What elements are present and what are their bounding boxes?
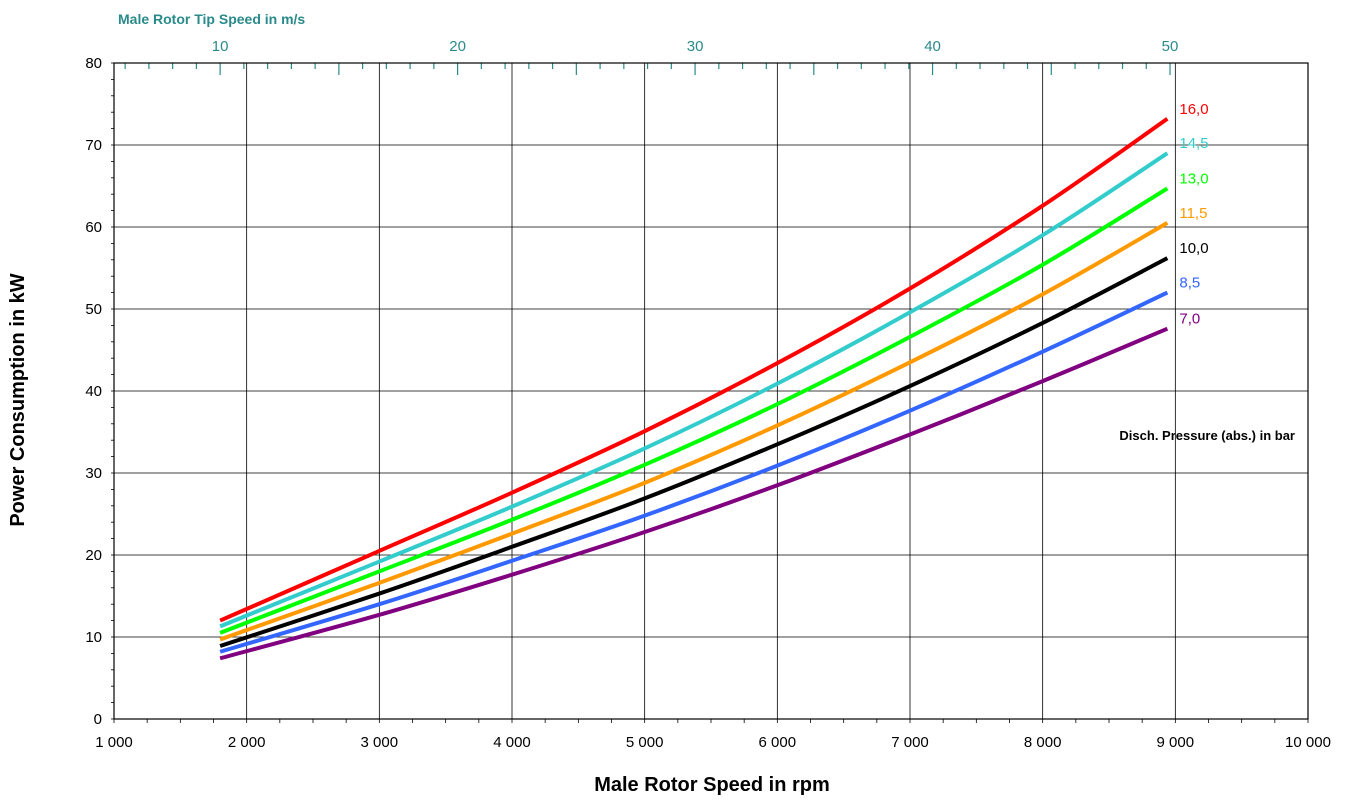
series-label: 11,5 — [1179, 205, 1207, 222]
x-tick-label: 7 000 — [891, 734, 929, 751]
x-tick-label: 3 000 — [361, 734, 399, 751]
x-axis-tick-labels: 1 000 2 000 3 000 4 000 5 000 6 000 7 000 8 000… — [95, 734, 1331, 751]
y-tick-label: 10 — [85, 629, 102, 646]
series-label: 14,5 — [1179, 135, 1208, 152]
series-line — [220, 188, 1167, 632]
series-label: 10,0 — [1179, 240, 1208, 257]
x-tick-label: 9 000 — [1157, 734, 1195, 751]
y-tick-label: 30 — [85, 465, 102, 482]
top-axis-title: Male Rotor Tip Speed in m/s — [118, 11, 305, 27]
top-tick-label: 40 — [924, 38, 941, 55]
y-tick-label: 70 — [85, 137, 102, 154]
y-tick-label: 60 — [85, 219, 102, 236]
y-tick-label: 20 — [85, 547, 102, 564]
x-axis-title: Male Rotor Speed in rpm — [594, 774, 830, 796]
top-tick-label: 30 — [687, 38, 704, 55]
top-tick-label: 50 — [1162, 38, 1179, 55]
x-tick-label: 1 000 — [95, 734, 133, 751]
series-labels: 16,0 14,5 13,0 11,5 10,0 8,5 7,0 — [1179, 101, 1208, 328]
x-tick-label: 2 000 — [228, 734, 266, 751]
series-line — [220, 119, 1167, 621]
x-tick-label: 4 000 — [493, 734, 531, 751]
legend-title: Disch. Pressure (abs.) in bar — [1119, 428, 1295, 443]
y-axis-title: Power Consumption in kW — [7, 273, 29, 526]
series-lines — [220, 119, 1167, 659]
x-tick-label: 8 000 — [1024, 734, 1062, 751]
top-tick-label: 20 — [449, 38, 466, 55]
top-tick-label: 10 — [212, 38, 229, 55]
series-label: 8,5 — [1179, 275, 1200, 292]
x-tick-label: 5 000 — [626, 734, 664, 751]
y-tick-label: 80 — [85, 55, 102, 72]
y-tick-label: 40 — [85, 383, 102, 400]
y-tick-label: 50 — [85, 301, 102, 318]
x-tick-label: 10 000 — [1285, 734, 1331, 751]
series-label: 16,0 — [1179, 101, 1208, 118]
y-axis-tick-labels: 0 10 20 30 40 50 60 70 80 — [85, 55, 102, 728]
series-label: 7,0 — [1179, 311, 1200, 328]
y-tick-label: 0 — [94, 711, 102, 728]
series-label: 13,0 — [1179, 170, 1208, 187]
x-tick-label: 6 000 — [759, 734, 797, 751]
top-axis-tick-labels: 10 20 30 40 50 — [212, 38, 1179, 55]
